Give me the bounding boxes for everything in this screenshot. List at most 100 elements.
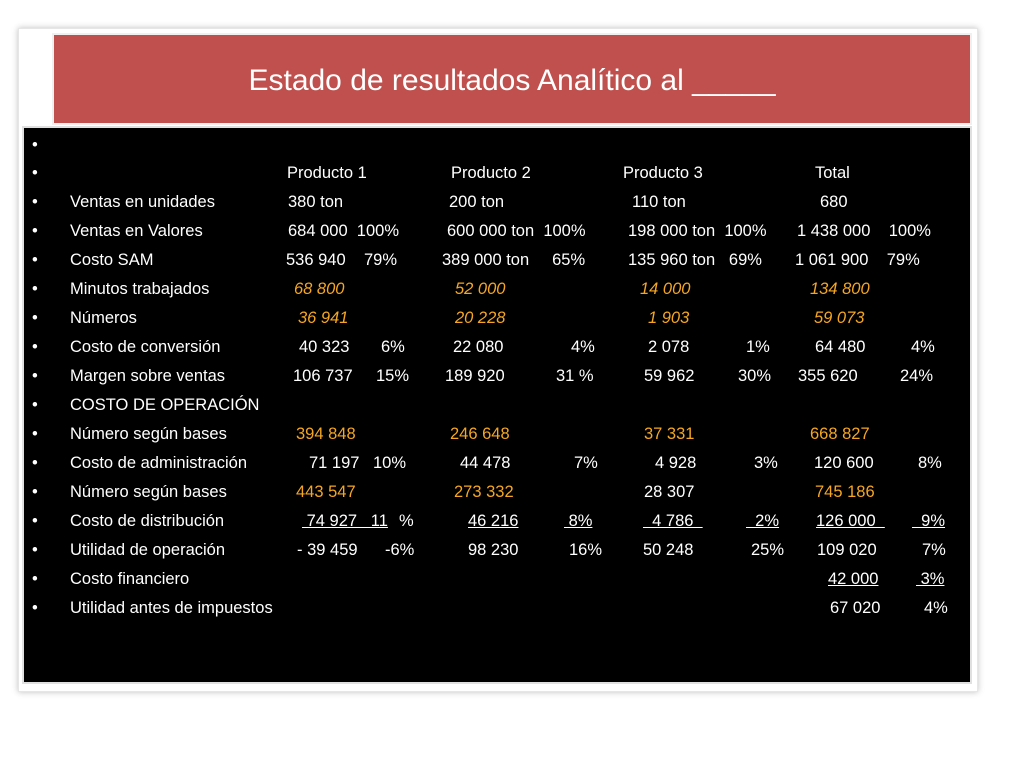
bullet: • bbox=[32, 512, 38, 530]
cell-p3: 4 928 bbox=[655, 454, 697, 472]
cell-total: 680 bbox=[820, 193, 848, 211]
cell-p1: 106 737 bbox=[293, 367, 353, 385]
cell-p1: 380 ton bbox=[288, 193, 344, 211]
row-costo-admin: • Costo de administración 71 197 10% 44 … bbox=[24, 449, 970, 477]
cell-p2-pct: 8% bbox=[564, 512, 593, 530]
cell-p1-pct: 10% bbox=[373, 454, 407, 472]
bullet: • bbox=[32, 541, 38, 559]
cell-total-pct: 9% bbox=[912, 512, 946, 530]
cell-p1: 71 197 bbox=[309, 454, 360, 472]
bullet: • bbox=[32, 483, 38, 501]
cell-p1: 684 000 100% bbox=[288, 222, 400, 240]
bullet: • bbox=[32, 425, 38, 443]
bullet: • bbox=[32, 193, 38, 211]
cell-total: 1 438 000 100% bbox=[797, 222, 931, 240]
cell-total-pct: 4% bbox=[924, 599, 948, 617]
cell-p3: 110 ton bbox=[632, 193, 686, 211]
row-label: Costo SAM bbox=[70, 251, 154, 269]
cell-p2: 46 216 bbox=[468, 512, 519, 530]
bullet: • bbox=[32, 280, 38, 298]
cell-p3: 4 786 bbox=[643, 512, 703, 530]
cell-p3: 14 000 bbox=[640, 280, 691, 298]
header-total: Total bbox=[815, 164, 850, 182]
cell-p3: 135 960 ton 69% bbox=[628, 251, 762, 269]
cell-p1: - 39 459 bbox=[297, 541, 358, 559]
cell-p2: 22 080 bbox=[453, 338, 504, 356]
content-box: • • Producto 1 Producto 2 Producto 3 Tot… bbox=[22, 126, 972, 684]
cell-p2-pct: 16% bbox=[569, 541, 603, 559]
cell-p3-pct: 30% bbox=[738, 367, 772, 385]
cell-p1: 40 323 bbox=[299, 338, 350, 356]
cell-total-pct: 3% bbox=[916, 570, 945, 588]
row-label: Costo de administración bbox=[70, 454, 248, 472]
bullet: • bbox=[32, 309, 38, 327]
cell-total-pct: 7% bbox=[922, 541, 946, 559]
cell-p2: 44 478 bbox=[460, 454, 511, 472]
row-costo-operacion: • COSTO DE OPERACIÓN bbox=[24, 391, 970, 419]
cell-p1: 36 941 bbox=[298, 309, 349, 327]
cell-p2: 246 648 bbox=[450, 425, 510, 443]
cell-p3: 59 962 bbox=[644, 367, 695, 385]
cell-p3: 50 248 bbox=[643, 541, 694, 559]
cell-total: 109 020 bbox=[817, 541, 877, 559]
cell-p3-pct: 2% bbox=[746, 512, 780, 530]
row-label: Utilidad antes de impuestos bbox=[70, 599, 273, 617]
cell-p2: 389 000 ton 65% bbox=[442, 251, 586, 269]
row-costo-sam: • Costo SAM 536 940 79% 389 000 ton 65% … bbox=[24, 246, 970, 274]
cell-p1: 74 927 11 bbox=[302, 512, 388, 530]
cell-total: 1 061 900 79% bbox=[795, 251, 920, 269]
cell-p2: 189 920 bbox=[445, 367, 505, 385]
cell-total: 745 186 bbox=[815, 483, 875, 501]
header-producto-1: Producto 1 bbox=[287, 164, 367, 182]
row-label: Costo de conversión bbox=[70, 338, 221, 356]
cell-total: 67 020 bbox=[830, 599, 881, 617]
header-producto-2: Producto 2 bbox=[451, 164, 531, 182]
row-label: Utilidad de operación bbox=[70, 541, 226, 559]
row-minutos: • Minutos trabajados 68 800 52 000 14 00… bbox=[24, 275, 970, 303]
cell-total-pct: 24% bbox=[900, 367, 934, 385]
row-costo-financiero: • Costo financiero 42 000 3% bbox=[24, 565, 970, 593]
row-label: Minutos trabajados bbox=[70, 280, 210, 298]
bullet: • bbox=[32, 570, 38, 588]
row-label: Número según bases bbox=[70, 483, 227, 501]
cell-total-pct: 8% bbox=[918, 454, 942, 472]
title-bar: Estado de resultados Analítico al _____ bbox=[52, 33, 972, 125]
bullet: • bbox=[32, 136, 38, 154]
row-label: COSTO DE OPERACIÓN bbox=[70, 396, 260, 414]
cell-p1: 394 848 bbox=[296, 425, 356, 443]
row-margen: • Margen sobre ventas 106 737 15% 189 92… bbox=[24, 362, 970, 390]
cell-p3: 1 903 bbox=[648, 309, 690, 327]
cell-total: 126 000 bbox=[816, 512, 885, 530]
row-ventas-valores: • Ventas en Valores 684 000 100% 600 000… bbox=[24, 217, 970, 245]
row-empty: • bbox=[24, 131, 970, 159]
bullet: • bbox=[32, 251, 38, 269]
cell-p2-pct: 7% bbox=[574, 454, 598, 472]
cell-p2: 200 ton bbox=[449, 193, 505, 211]
cell-p1: 68 800 bbox=[294, 280, 345, 298]
bullet: • bbox=[32, 222, 38, 240]
cell-total: 64 480 bbox=[815, 338, 866, 356]
bullet: • bbox=[32, 164, 38, 182]
cell-p1-pct: 6% bbox=[381, 338, 405, 356]
row-label: Costo financiero bbox=[70, 570, 190, 588]
row-costo-distribucion: • Costo de distribución 74 927 11 % 46 2… bbox=[24, 507, 970, 535]
row-label: Número según bases bbox=[70, 425, 227, 443]
bullet: • bbox=[32, 367, 38, 385]
cell-total: 120 600 bbox=[814, 454, 874, 472]
cell-p3-pct: 3% bbox=[754, 454, 778, 472]
row-utilidad-operacion: • Utilidad de operación - 39 459 -6% 98 … bbox=[24, 536, 970, 564]
bullet: • bbox=[32, 396, 38, 414]
row-headers: • Producto 1 Producto 2 Producto 3 Total bbox=[24, 159, 970, 187]
cell-total: 668 827 bbox=[810, 425, 870, 443]
cell-p3-pct: 25% bbox=[751, 541, 785, 559]
cell-total: 42 000 bbox=[828, 570, 879, 588]
cell-p2-pct: 31 % bbox=[556, 367, 594, 385]
row-costo-conversion: • Costo de conversión 40 323 6% 22 080 4… bbox=[24, 333, 970, 361]
row-numero-bases-2: • Número según bases 443 547 273 332 28 … bbox=[24, 478, 970, 506]
row-numeros: • Números 36 941 20 228 1 903 59 073 bbox=[24, 304, 970, 332]
row-utilidad-antes: • Utilidad antes de impuestos 67 020 4% bbox=[24, 594, 970, 622]
row-numero-bases-1: • Número según bases 394 848 246 648 37 … bbox=[24, 420, 970, 448]
cell-p3: 37 331 bbox=[644, 425, 695, 443]
cell-total: 355 620 bbox=[798, 367, 858, 385]
cell-p2: 273 332 bbox=[454, 483, 514, 501]
